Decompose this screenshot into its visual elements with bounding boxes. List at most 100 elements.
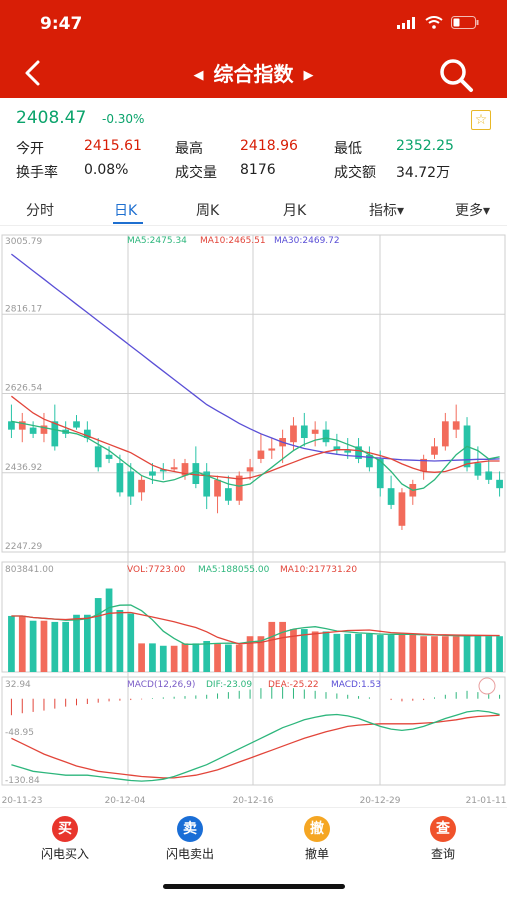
candle-body	[18, 421, 26, 430]
quote-value: 2415.61	[84, 138, 142, 154]
volume-bar	[366, 633, 373, 672]
volume-bar	[333, 633, 341, 672]
candle-body	[246, 467, 254, 472]
volume-bar	[290, 629, 297, 672]
volume-ma10-line	[11, 611, 500, 645]
candle-body	[355, 446, 362, 459]
volume-bar	[344, 633, 352, 672]
favorite-star-icon[interactable]: ☆	[471, 110, 491, 130]
tab-daily-k[interactable]: 日K	[114, 203, 138, 219]
candle-body	[94, 446, 102, 468]
candle-body	[268, 448, 276, 451]
action-glyph-icon: 查	[430, 816, 456, 842]
volume-bar	[225, 644, 232, 672]
action-glyph-icon: 卖	[177, 816, 203, 842]
volume-max-label: 803841.00	[5, 565, 54, 575]
volume-bar	[40, 620, 48, 672]
action-button[interactable]: 卖闪电卖出	[150, 816, 230, 862]
ma5-label: MA5:2475.34	[127, 236, 187, 246]
y-tick-label: 2816.17	[5, 304, 42, 314]
volume-bar	[246, 636, 254, 672]
battery-icon	[451, 16, 479, 29]
wifi-icon	[425, 16, 443, 29]
volume-bar	[214, 643, 221, 672]
search-icon[interactable]	[437, 56, 475, 94]
candle-body	[290, 425, 297, 443]
volume-bar	[300, 629, 308, 672]
y-tick-label: 2436.92	[5, 463, 42, 473]
next-index-arrow[interactable]: ▶	[303, 68, 314, 83]
volume-bar	[398, 633, 406, 672]
candle-body	[159, 469, 167, 472]
quote-label: 最低	[334, 141, 362, 157]
candle-body	[29, 427, 37, 434]
ma10-line	[11, 395, 500, 480]
volume-bar	[257, 636, 265, 672]
tab-weekly-k[interactable]: 周K	[196, 203, 220, 219]
macd-value-label: MACD:1.53	[331, 680, 381, 690]
quote-label: 成交额	[334, 165, 376, 181]
macd-label: MACD(12,26,9)	[127, 680, 195, 690]
tab-more[interactable]: 更多▾	[455, 203, 491, 219]
volume-bar	[279, 621, 286, 672]
quote-label: 成交量	[175, 165, 217, 181]
y-tick-label: 2247.29	[5, 542, 42, 552]
volume-bar	[29, 620, 37, 672]
candle-body	[452, 421, 460, 430]
candle-body	[214, 479, 221, 497]
quote-value: 34.72万	[396, 165, 451, 181]
volume-bar	[83, 614, 91, 672]
quote-value: 0.08%	[84, 162, 129, 178]
volume-bar	[235, 644, 243, 672]
candle-body	[344, 450, 352, 453]
page-title: ◀ 综合指数 ▶	[0, 58, 507, 87]
volume-bar	[149, 643, 156, 672]
candle-body	[376, 458, 384, 489]
quote-label: 最高	[175, 141, 203, 157]
candle-body	[366, 454, 373, 468]
volume-ma10-label: MA10:217731.20	[280, 565, 357, 575]
volume-bar	[496, 636, 503, 672]
prev-index-arrow[interactable]: ◀	[193, 68, 204, 83]
back-icon[interactable]	[18, 56, 48, 90]
volume-bar	[431, 636, 438, 672]
ma30-line	[11, 253, 500, 462]
volume-bar	[181, 643, 189, 672]
kline-chart[interactable]: 3005.79 2816.17 2626.54 2436.92 2247.29 MA5:2…	[0, 227, 507, 807]
action-button[interactable]: 撤撤单	[277, 816, 357, 862]
candle-body	[420, 458, 428, 472]
macd-bottom-label: -130.84	[5, 776, 40, 786]
volume-bar	[387, 635, 395, 672]
candle-body	[431, 446, 438, 455]
ma30-label: MA30:2469.72	[274, 236, 340, 246]
candle-body	[149, 471, 156, 476]
tab-intraday[interactable]: 分时	[26, 203, 54, 219]
signal-icon	[397, 16, 415, 29]
candle-body	[322, 429, 330, 443]
volume-ma5-label: MA5:188055.00	[198, 565, 270, 575]
candle-body	[51, 421, 59, 447]
x-axis-date: 20-12-16	[233, 796, 274, 806]
tab-monthly-k[interactable]: 月K	[283, 203, 307, 219]
candle-body	[203, 471, 211, 497]
candle-body	[105, 454, 113, 459]
candle-body	[257, 450, 265, 459]
x-axis-date: 20-12-29	[360, 796, 401, 806]
candle-body	[225, 488, 232, 501]
cycle-icon	[478, 677, 496, 695]
tab-indicator[interactable]: 指标▾	[369, 203, 405, 219]
volume-bar	[268, 621, 276, 672]
volume-bar	[192, 643, 200, 672]
dif-line	[11, 709, 500, 782]
quote-label: 换手率	[16, 165, 58, 181]
quote-value: 2352.25	[396, 138, 454, 154]
macd-mid-label: -48.95	[5, 728, 34, 738]
volume-bar	[159, 645, 167, 672]
action-button[interactable]: 买闪电买入	[25, 816, 105, 862]
status-icons	[397, 16, 479, 29]
volume-bar	[105, 588, 113, 672]
quote-value: 8176	[240, 162, 276, 178]
action-button[interactable]: 查查询	[403, 816, 483, 862]
ma5-line	[11, 420, 500, 491]
volume-bar	[8, 615, 15, 672]
